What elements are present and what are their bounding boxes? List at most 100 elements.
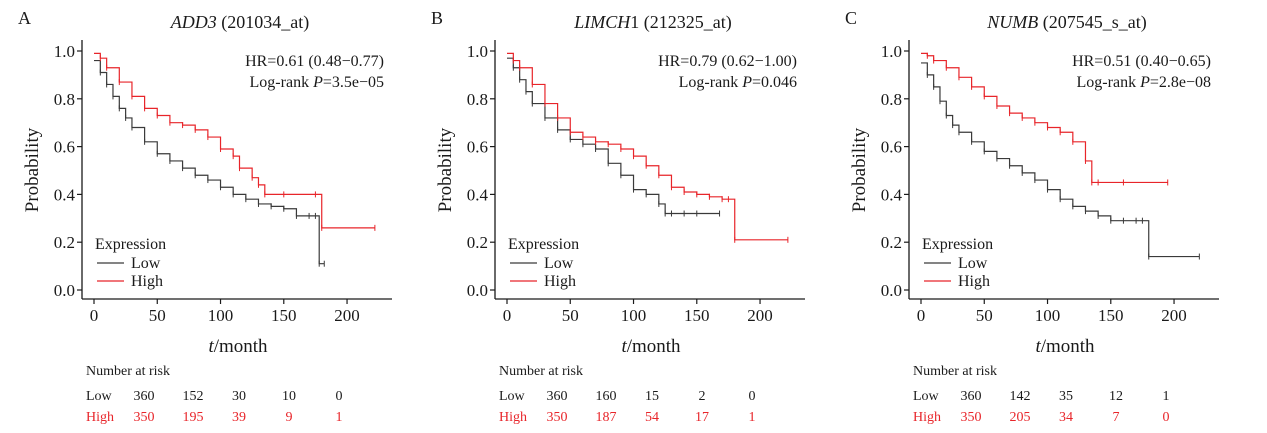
chart-title: NUMB (207545_s_at)	[986, 12, 1146, 33]
hazard-ratio-text: HR=0.51 (0.40−0.65)	[1072, 53, 1211, 70]
y-axis-label: Probability	[849, 127, 870, 212]
legend-label-high: High	[958, 273, 990, 290]
panel-letter: C	[845, 8, 857, 28]
risk-cell: 205	[1009, 410, 1031, 425]
risk-table-title: Number at risk	[499, 364, 583, 379]
risk-cell: 142	[1009, 389, 1031, 404]
risk-cell: 350	[546, 410, 568, 425]
x-axis-variable: t	[208, 336, 214, 357]
legend-label-low: Low	[544, 255, 574, 272]
chart-title: LIMCH1 (212325_at)	[573, 12, 732, 33]
logrank-prefix: Log-rank	[250, 74, 314, 91]
x-tick-label: 100	[1035, 306, 1061, 325]
x-tick-label: 50	[562, 306, 579, 325]
legend-title: Expression	[95, 236, 166, 253]
risk-table-title: Number at risk	[913, 364, 997, 379]
logrank-symbol: P	[1139, 74, 1150, 91]
legend-label-low: Low	[131, 255, 161, 272]
risk-cell: 9	[285, 410, 293, 425]
x-tick-label: 100	[621, 306, 647, 325]
logrank-p-text: Log-rank P=0.046	[679, 74, 797, 91]
risk-table-title: Number at risk	[86, 364, 170, 379]
risk-row-label: High	[86, 410, 114, 425]
risk-cell: 12	[1109, 389, 1123, 404]
x-tick-label: 200	[747, 306, 773, 325]
series-line-high	[94, 52, 375, 229]
x-axis-label: t/month	[621, 336, 681, 357]
x-axis-unit: /month	[627, 336, 681, 357]
risk-cell: 15	[645, 389, 659, 404]
x-tick-label: 100	[208, 306, 234, 325]
y-tick-label: 0.8	[467, 90, 488, 109]
panel-a: A ADD3 (201034_at) 0.0 0.2 0.4 0.6 0.8 1.0 0 50 10…	[0, 0, 415, 433]
y-tick-label: 1.0	[467, 42, 488, 61]
title-gene: LIMCH	[573, 12, 631, 32]
x-axis-variable: t	[1035, 336, 1041, 357]
chart-title: ADD3 (201034_at)	[170, 12, 309, 33]
y-tick-label: 0.6	[467, 138, 488, 157]
x-axis-variable: t	[621, 336, 627, 357]
y-tick-label: 0.0	[54, 281, 75, 300]
x-axis-unit: /month	[1041, 336, 1095, 357]
x-tick-label: 0	[90, 306, 99, 325]
panel-b: B LIMCH1 (212325_at) 0.0 0.2 0.4 0.6 0.8 1.0 0 50…	[413, 0, 828, 433]
y-axis-label: Probability	[435, 127, 456, 212]
y-tick-label: 0.0	[467, 281, 488, 300]
logrank-value: =3.5e−05	[323, 74, 384, 91]
panel-c: C NUMB (207545_s_at) 0.0 0.2 0.4 0.6 0.8 1.0 0 50…	[827, 0, 1242, 433]
y-tick-label: 1.0	[54, 42, 75, 61]
risk-cell: 187	[595, 410, 617, 425]
y-tick-label: 0.4	[881, 185, 903, 204]
x-tick-label: 200	[334, 306, 360, 325]
legend-label-high: High	[131, 273, 163, 290]
risk-cell: 2	[698, 389, 706, 404]
legend-label-high: High	[544, 273, 576, 290]
title-probe: (201034_at)	[217, 12, 309, 33]
risk-cell: 34	[1059, 410, 1073, 425]
y-tick-label: 0.6	[54, 138, 75, 157]
x-tick-label: 50	[149, 306, 166, 325]
panel-letter: A	[18, 8, 31, 28]
title-probe: (207545_s_at)	[1038, 12, 1146, 33]
x-tick-label: 150	[684, 306, 710, 325]
risk-cell: 1	[335, 410, 343, 425]
risk-cell: 0	[1162, 410, 1170, 425]
risk-cell: 350	[960, 410, 982, 425]
risk-cell: 350	[133, 410, 155, 425]
risk-cell: 160	[595, 389, 617, 404]
series-line-low	[94, 59, 325, 265]
risk-cell: 17	[695, 410, 709, 425]
risk-row-label: High	[499, 410, 527, 425]
y-tick-label: 0.2	[467, 233, 488, 252]
y-tick-label: 0.2	[881, 233, 902, 252]
risk-cell: 35	[1059, 389, 1073, 404]
risk-cell: 195	[182, 410, 204, 425]
risk-cell: 1	[1162, 389, 1170, 404]
series-line-low	[921, 62, 1200, 258]
logrank-symbol: P	[741, 74, 752, 91]
risk-row-label: Low	[913, 389, 939, 404]
series-line-high	[921, 52, 1168, 184]
risk-cell: 0	[748, 389, 756, 404]
title-gene: ADD3	[170, 12, 217, 32]
hazard-ratio-text: HR=0.79 (0.62−1.00)	[658, 53, 797, 70]
x-axis-unit: /month	[214, 336, 268, 357]
x-tick-label: 50	[976, 306, 993, 325]
risk-cell: 1	[748, 410, 756, 425]
y-tick-label: 0.8	[54, 90, 75, 109]
km-chart-svg: B LIMCH1 (212325_at) 0.0 0.2 0.4 0.6 0.8 1.0 0 50…	[431, 8, 805, 357]
hazard-ratio-text: HR=0.61 (0.48−0.77)	[245, 53, 384, 70]
y-tick-label: 1.0	[881, 42, 902, 61]
risk-cell: 7	[1112, 410, 1120, 425]
risk-cell: 10	[282, 389, 296, 404]
title-probe: 1 (212325_at)	[630, 12, 731, 33]
y-tick-label: 0.8	[881, 90, 902, 109]
risk-cell: 54	[645, 410, 659, 425]
y-tick-label: 0.2	[54, 233, 75, 252]
x-tick-label: 0	[503, 306, 512, 325]
risk-row-label: Low	[499, 389, 525, 404]
risk-cell: 152	[182, 389, 204, 404]
risk-cell: 39	[232, 410, 246, 425]
logrank-value: =2.8e−08	[1150, 74, 1211, 91]
logrank-prefix: Log-rank	[1077, 74, 1141, 91]
